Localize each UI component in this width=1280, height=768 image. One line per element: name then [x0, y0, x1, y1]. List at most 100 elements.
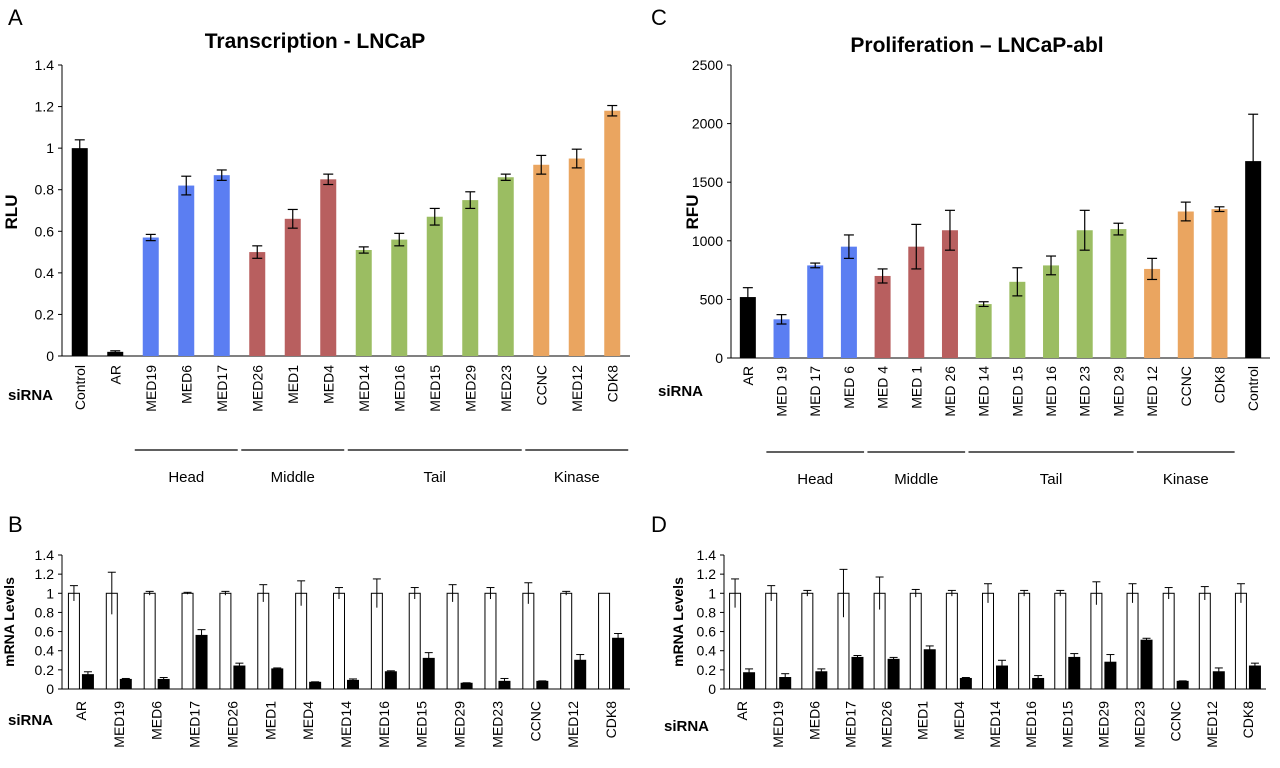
knockdown-bar — [959, 677, 972, 690]
panel-c: C Proliferation – LNCaP-abl RFU siRNA 0 5… — [651, 5, 1270, 488]
bar — [840, 246, 857, 358]
x-tick-label: MED29 — [1095, 701, 1111, 748]
x-tick-label: MED 16 — [1043, 366, 1059, 417]
bar — [497, 177, 514, 356]
control-bar — [1054, 592, 1067, 690]
y-tick-label: 0.4 — [35, 265, 55, 281]
group-label: Tail — [423, 469, 446, 486]
y-tick-label: 1500 — [692, 174, 723, 190]
control-bar — [1090, 592, 1103, 690]
knockdown-bar — [1248, 665, 1261, 690]
y-tick-label: 0 — [715, 350, 723, 366]
knockdown-bar — [271, 668, 284, 690]
y-tick-label: 500 — [700, 291, 724, 307]
y-axis-label-mrna-b: mRNA Levels — [1, 577, 17, 667]
panel-letter-d: D — [651, 512, 667, 537]
panel-letter-b: B — [8, 512, 23, 537]
y-tick-label: 0.4 — [697, 643, 717, 659]
bar — [941, 230, 958, 358]
x-tick-label: CDK8 — [1211, 366, 1227, 404]
bar — [1110, 229, 1127, 358]
bar — [178, 185, 195, 356]
x-tick-label: AR — [107, 365, 123, 384]
control-bar — [765, 592, 778, 690]
bar — [807, 265, 824, 358]
x-tick-label: MED4 — [951, 701, 967, 740]
x-tick-label: Control — [1245, 366, 1261, 411]
x-tick-label: MED17 — [187, 701, 203, 748]
x-tick-label: MED4 — [300, 701, 316, 740]
x-tick-label: CDK8 — [1240, 701, 1256, 739]
x-tick-label: MED 26 — [942, 366, 958, 417]
x-tick-label: MED12 — [565, 701, 581, 748]
x-tick-label: MED6 — [806, 701, 822, 740]
control-bar — [982, 592, 994, 690]
y-tick-label: 0.6 — [697, 624, 717, 640]
x-tick-label: AR — [734, 701, 750, 720]
x-tick-label: MED26 — [249, 365, 265, 412]
y-tick-label: 1 — [46, 585, 54, 601]
knockdown-bar — [309, 681, 322, 690]
bar — [284, 218, 301, 356]
chart-title-transcription: Transcription - LNCaP — [205, 30, 426, 53]
bar — [426, 216, 443, 356]
bar — [107, 351, 124, 356]
x-tick-label: MED29 — [452, 701, 468, 748]
knockdown-bar — [1068, 656, 1081, 690]
x-tick-label: MED 1 — [908, 366, 924, 409]
bar — [1043, 265, 1060, 358]
bar — [1245, 161, 1262, 358]
x-tick-label: MED16 — [391, 365, 407, 412]
bar — [739, 297, 756, 358]
knockdown-bar — [1176, 680, 1189, 690]
x-tick-label: MED16 — [1023, 701, 1039, 748]
y-tick-label: 0.2 — [35, 306, 55, 322]
group-label: Kinase — [1163, 471, 1209, 488]
knockdown-bar — [119, 678, 132, 690]
x-tick-label: MED14 — [356, 365, 372, 412]
x-tick-label: MED 14 — [976, 366, 992, 417]
x-tick-label: MED29 — [462, 365, 478, 412]
x-tick-label: CDK8 — [603, 701, 619, 739]
y-tick-label: 0.4 — [35, 643, 55, 659]
control-bar — [945, 592, 958, 690]
sirna-label-c: siRNA — [658, 383, 703, 400]
x-tick-label: MED26 — [224, 701, 240, 748]
y-tick-label: 2000 — [692, 116, 723, 132]
x-tick-label: MED14 — [338, 701, 354, 748]
bar — [874, 275, 891, 358]
knockdown-bar — [460, 682, 473, 690]
y-tick-label: 1.2 — [697, 566, 717, 582]
y-axis-label-rfu: RFU — [683, 195, 702, 230]
control-bar — [1234, 592, 1247, 690]
x-tick-label: MED16 — [376, 701, 392, 748]
control-bar — [560, 592, 573, 690]
x-tick-label: CCNC — [1168, 701, 1184, 741]
bar — [533, 164, 550, 356]
y-tick-label: 0 — [46, 348, 54, 364]
y-tick-label: 1.4 — [35, 57, 55, 73]
y-tick-label: 0.2 — [697, 662, 717, 678]
y-axis-label-mrna-d: mRNA Levels — [670, 577, 686, 667]
x-tick-label: MED6 — [149, 701, 165, 740]
y-tick-label: 1000 — [692, 233, 723, 249]
x-tick-label: MED 23 — [1077, 366, 1093, 417]
x-tick-label: MED23 — [498, 365, 514, 412]
bar — [213, 175, 230, 356]
y-tick-label: 2500 — [692, 57, 723, 73]
y-tick-label: 0.8 — [35, 182, 55, 198]
x-tick-label: AR — [73, 701, 89, 720]
y-tick-label: 1.4 — [35, 547, 55, 563]
control-bar — [408, 592, 421, 690]
control-bar — [181, 592, 194, 690]
bar — [568, 158, 585, 356]
control-bar — [484, 592, 497, 690]
x-tick-label: MED26 — [879, 701, 895, 748]
panel-b: B mRNA Levels siRNA 0 0.2 0.4 0.6 0.8 1 1.2 1.4… — [1, 512, 630, 748]
x-tick-label: MED19 — [143, 365, 159, 412]
control-bar — [219, 592, 232, 690]
control-bar — [143, 592, 156, 690]
bar — [320, 179, 337, 356]
bar — [1211, 209, 1228, 358]
panel-a: A Transcription - LNCaP RLU siRNA 0 0.2 0.… — [2, 5, 630, 486]
